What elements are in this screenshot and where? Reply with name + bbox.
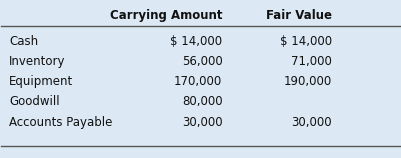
Text: $ 14,000: $ 14,000 [170,35,223,48]
Text: Goodwill: Goodwill [9,95,60,109]
Text: Fair Value: Fair Value [266,9,332,22]
Text: 190,000: 190,000 [284,75,332,88]
Text: $ 14,000: $ 14,000 [280,35,332,48]
Text: Inventory: Inventory [9,55,66,68]
Text: Carrying Amount: Carrying Amount [110,9,223,22]
Text: 30,000: 30,000 [182,116,223,129]
Text: 30,000: 30,000 [291,116,332,129]
Text: 56,000: 56,000 [182,55,223,68]
Text: 80,000: 80,000 [182,95,223,109]
Text: 170,000: 170,000 [174,75,223,88]
Text: Equipment: Equipment [9,75,74,88]
Text: 71,000: 71,000 [291,55,332,68]
Text: Cash: Cash [9,35,38,48]
Text: Accounts Payable: Accounts Payable [9,116,113,129]
